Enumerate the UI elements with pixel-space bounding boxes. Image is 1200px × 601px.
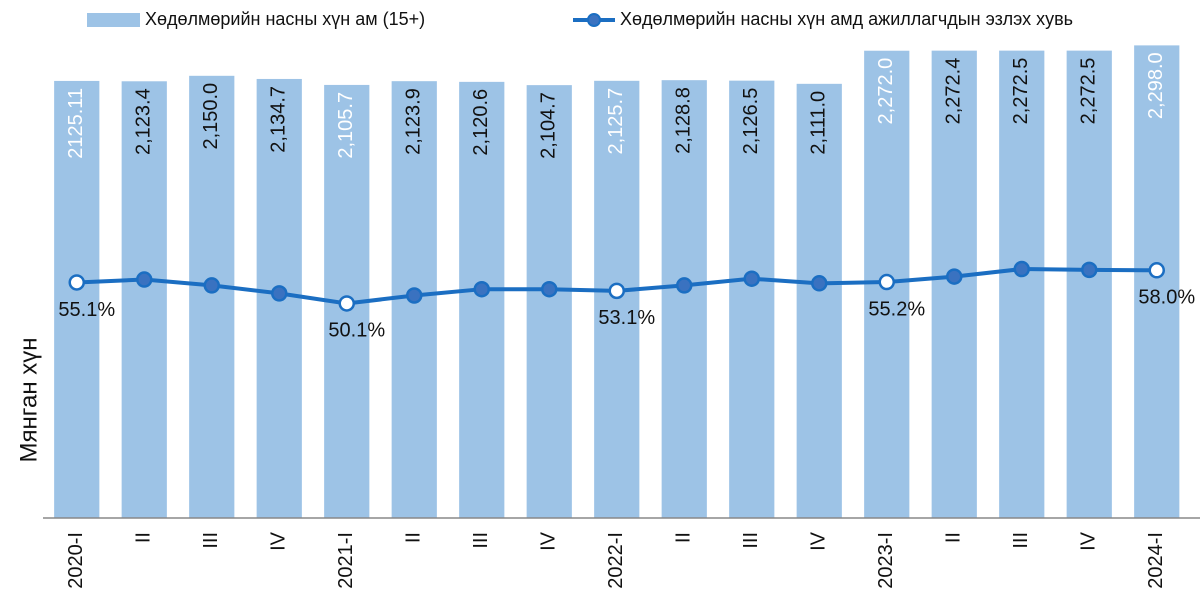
line-marker (338, 295, 355, 312)
x-tick-label: III (200, 532, 222, 549)
bar-value-label: 2,272.5 (1010, 58, 1032, 125)
bar-value-label: 2,298.0 (1145, 52, 1167, 119)
line-marker (1148, 262, 1165, 279)
x-tick-label: 2023-I (875, 532, 897, 589)
bar-value-label: 2,104.7 (538, 92, 560, 159)
line-marker (136, 271, 153, 288)
bar-value-label: 2,105.7 (335, 92, 357, 159)
x-tick-label: III (470, 532, 492, 549)
line-value-label: 55.1% (58, 299, 115, 321)
bar (1066, 50, 1112, 518)
line-marker (946, 268, 963, 285)
bar (594, 80, 640, 519)
bar-value-label: 2,272.0 (875, 58, 897, 125)
bar (54, 80, 100, 519)
x-tick-label: IV (808, 531, 830, 551)
x-tick-label: II (943, 532, 965, 543)
bar-value-label: 2,123.4 (133, 88, 155, 155)
x-tick-label: II (403, 532, 425, 543)
legend-marker (587, 13, 601, 27)
bar (121, 81, 167, 518)
x-tick-label: 2022-I (605, 532, 627, 589)
x-tick-label: III (740, 532, 762, 549)
bar (189, 75, 235, 518)
line-value-label: 53.1% (598, 307, 655, 329)
legend-label: Хөдөлмөрийн насны хүн ам (15+) (145, 9, 425, 29)
bar (796, 83, 842, 519)
bar-value-label: 2,134.7 (268, 86, 290, 153)
x-tick-label: IV (268, 531, 290, 551)
line-marker (1081, 261, 1098, 279)
line-marker (271, 285, 288, 302)
bar-value-label: 2,126.5 (740, 88, 762, 155)
line-marker (811, 275, 828, 292)
bar (661, 80, 707, 519)
x-tick-label: IV (538, 531, 560, 551)
bar-value-label: 2,272.4 (943, 58, 965, 125)
legend-label: Хөдөлмөрийн насны хүн амд ажиллагчдын эз… (620, 9, 1073, 29)
x-tick-label: III (1010, 532, 1032, 549)
x-tick-label: IV (1078, 531, 1100, 551)
line-marker (473, 280, 490, 298)
bar (526, 85, 572, 518)
line-marker (406, 287, 423, 304)
line-value-label: 50.1% (328, 320, 385, 342)
x-tick-label: II (673, 532, 695, 543)
bar (459, 81, 505, 518)
bar (999, 50, 1045, 518)
x-tick-label: 2024-I (1145, 532, 1167, 589)
bar-value-label: 2,111.0 (808, 91, 830, 155)
line-marker (203, 277, 220, 294)
x-tick-label: 2021-I (335, 532, 357, 589)
bar-value-label: 2,150.0 (200, 83, 222, 150)
legend-swatch (87, 13, 140, 27)
bar-value-label: 2,128.8 (673, 87, 695, 154)
line-marker (541, 280, 558, 298)
y-axis-label: Мянган хүн (15, 338, 42, 463)
line-marker (608, 282, 625, 300)
bar-value-label: 2,123.9 (403, 88, 425, 155)
bar-value-label: 2,272.5 (1078, 58, 1100, 125)
line-marker (68, 274, 85, 291)
bar (729, 80, 775, 518)
bar-value-label: 2125.11 (65, 88, 87, 159)
bar-value-label: 2,125.7 (605, 88, 627, 155)
line-marker (1013, 260, 1030, 278)
line-value-label: 55.2% (868, 298, 925, 320)
x-tick-label: II (133, 532, 155, 543)
bar-value-label: 2,120.6 (470, 89, 492, 156)
x-tick-label: 2020-I (65, 532, 87, 589)
line-marker (743, 270, 760, 287)
line-marker (676, 277, 693, 294)
bar (1134, 45, 1180, 518)
line-value-label: 58.0% (1138, 287, 1195, 309)
line-marker (878, 273, 895, 291)
